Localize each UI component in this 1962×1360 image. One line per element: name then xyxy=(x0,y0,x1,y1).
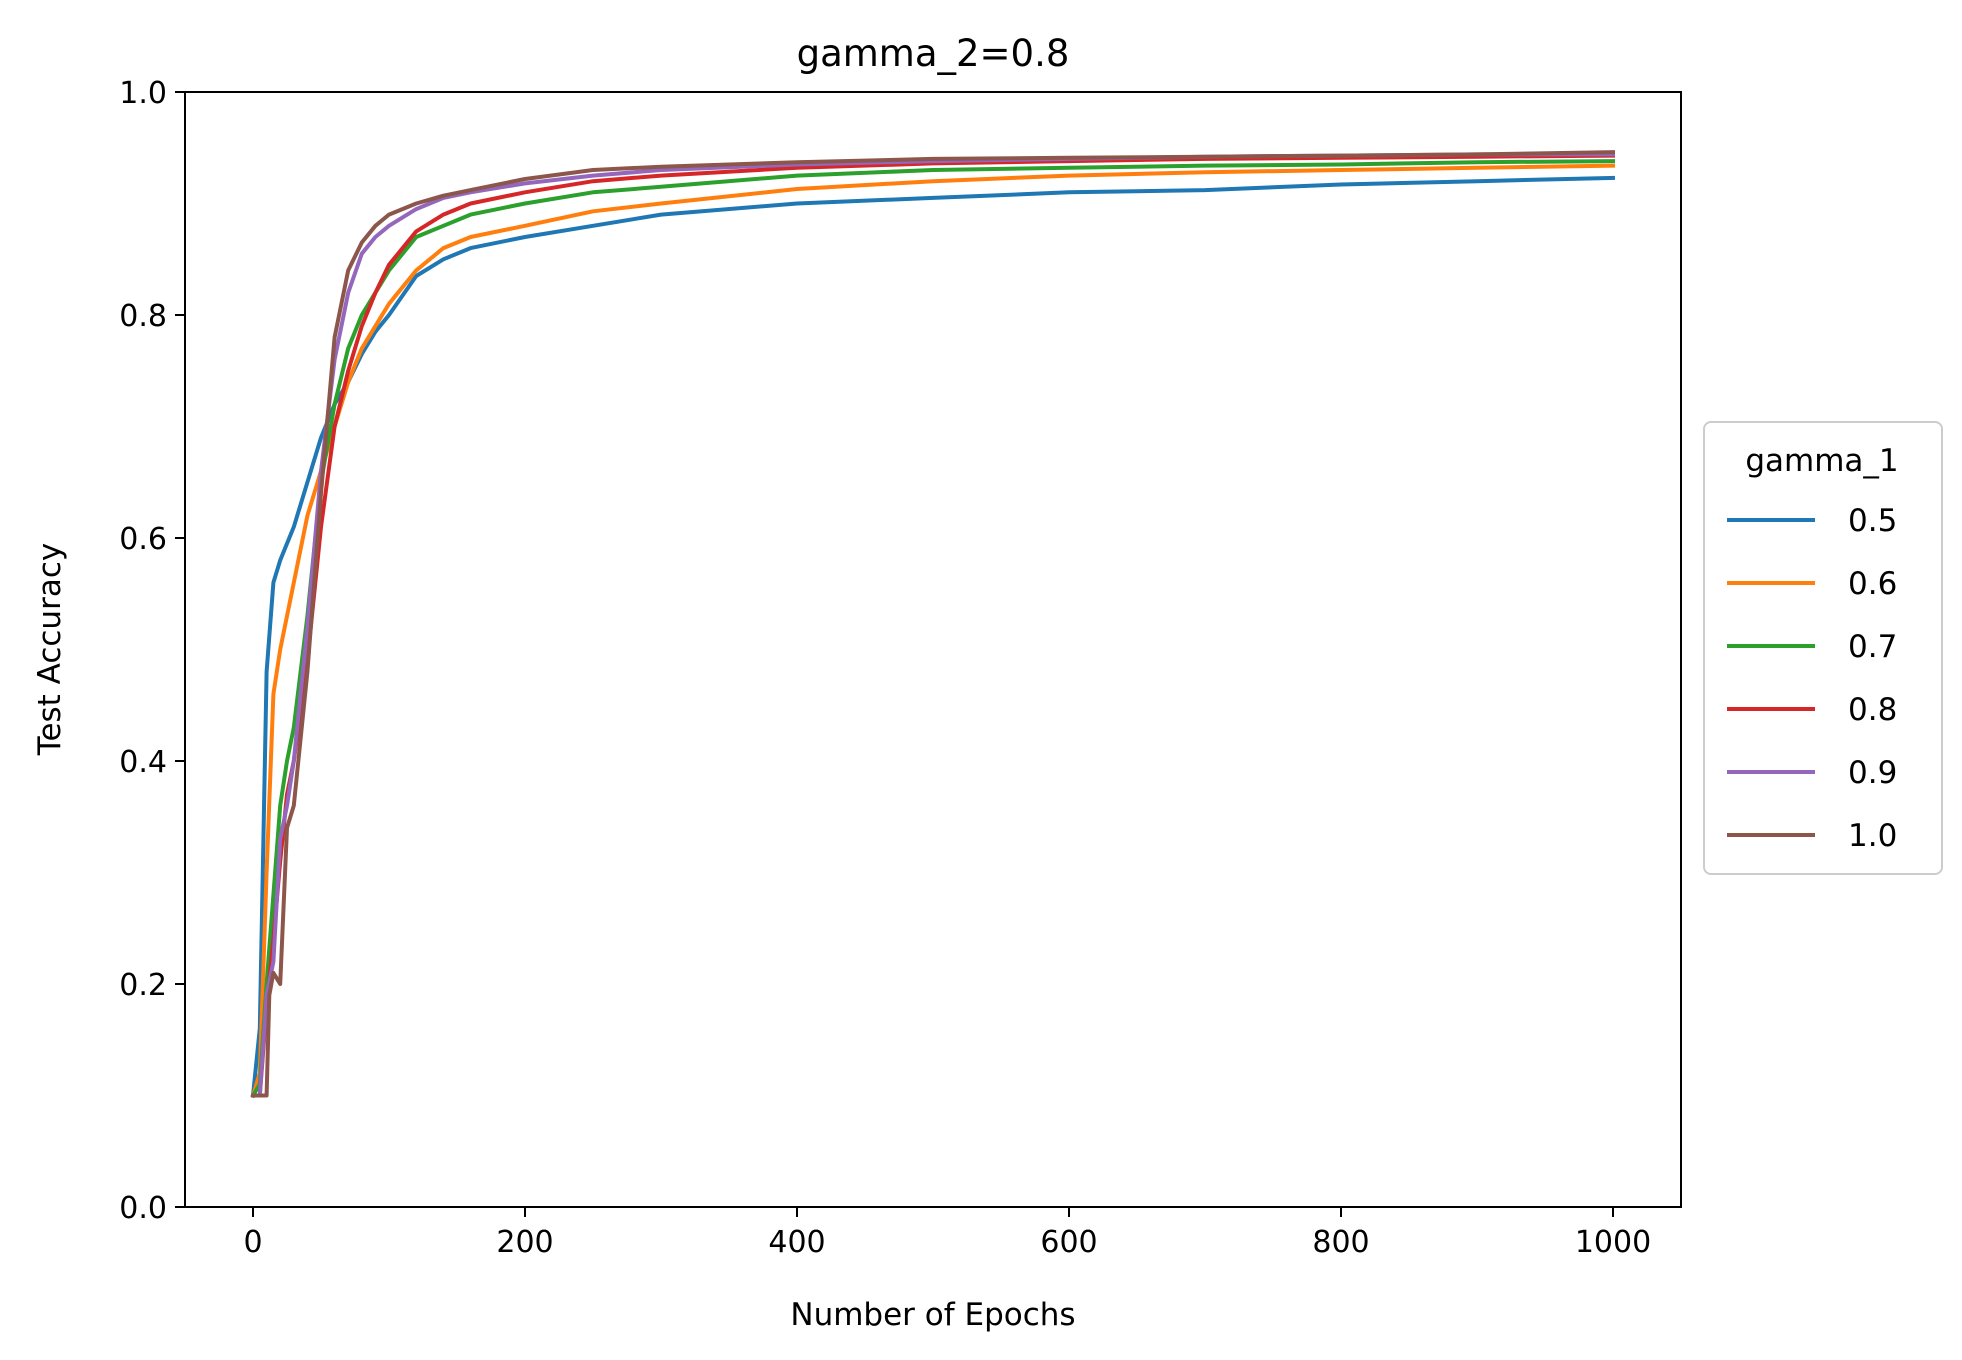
series-line-0.5 xyxy=(250,175,1616,1098)
chart-title: gamma_2=0.8 xyxy=(797,32,1070,75)
x-tick-label: 200 xyxy=(496,1225,553,1260)
y-tick-label: 1.0 xyxy=(119,76,167,111)
legend-label-0.9: 0.9 xyxy=(1848,755,1897,791)
legend-label-0.8: 0.8 xyxy=(1848,692,1897,728)
x-tick-label: 800 xyxy=(1312,1225,1369,1260)
legend-label-0.7: 0.7 xyxy=(1848,629,1897,665)
legend: gamma_1 0.5 0.6 0.7 0.8 0.9 1.0 xyxy=(1703,421,1943,875)
series-lines xyxy=(250,150,1616,1099)
x-axis-ticks: 0 200 400 600 800 1000 xyxy=(243,1207,1651,1260)
y-tick-label: 0.4 xyxy=(119,745,167,780)
series-line-0.7 xyxy=(250,159,1616,1099)
x-tick-label: 0 xyxy=(243,1225,262,1260)
y-axis-label: Test Accuracy xyxy=(32,543,68,756)
x-tick-label: 600 xyxy=(1040,1225,1097,1260)
series-line-1.0 xyxy=(251,150,1616,1098)
legend-label-0.5: 0.5 xyxy=(1848,503,1897,539)
x-tick-label: 1000 xyxy=(1575,1225,1651,1260)
y-axis-ticks: 0.0 0.2 0.4 0.6 0.8 1.0 xyxy=(119,76,185,1226)
y-tick-label: 0.2 xyxy=(119,968,167,1003)
y-tick-label: 0.6 xyxy=(119,522,167,557)
y-tick-label: 0.8 xyxy=(119,299,167,334)
legend-title: gamma_1 xyxy=(1745,443,1898,479)
y-tick-label: 0.0 xyxy=(119,1191,167,1226)
series-line-0.8 xyxy=(251,153,1616,1098)
x-tick-label: 400 xyxy=(768,1225,825,1260)
legend-label-0.6: 0.6 xyxy=(1848,566,1897,602)
legend-label-1.0: 1.0 xyxy=(1848,818,1897,854)
plot-area-frame xyxy=(184,91,1682,1208)
legend-box xyxy=(1703,421,1943,875)
x-axis-label: Number of Epochs xyxy=(790,1297,1075,1333)
series-line-0.6 xyxy=(250,163,1616,1098)
